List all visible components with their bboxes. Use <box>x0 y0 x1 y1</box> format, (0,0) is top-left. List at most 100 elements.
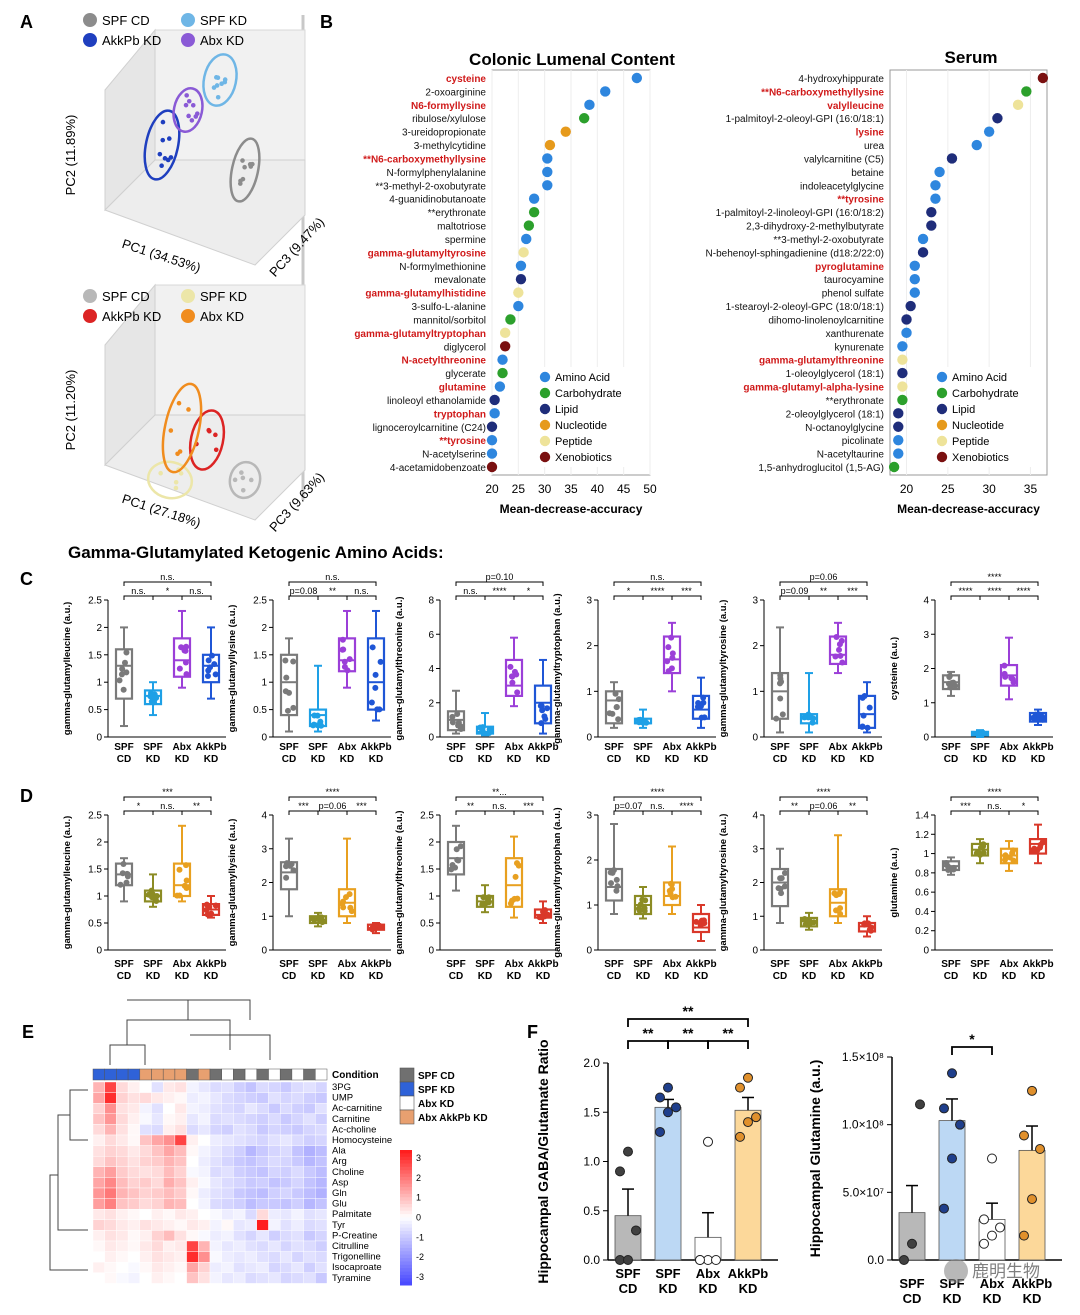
heatmap-cell <box>291 1134 304 1146</box>
box-point <box>701 920 708 927</box>
heatmap-cell <box>233 1230 246 1242</box>
y-tick-label: 3 <box>752 844 758 855</box>
heatmap-cell <box>303 1134 316 1146</box>
pca-axis-y: PC2 (11.89%) <box>63 115 78 196</box>
heatmap-row-label: Ac-carnitine <box>332 1103 382 1114</box>
x-category-label-line2: KD <box>478 971 492 982</box>
bar-point <box>711 1255 721 1265</box>
significance-label: **** <box>816 787 831 797</box>
significance-bracket <box>123 595 154 600</box>
box-body <box>504 857 524 908</box>
significance-bracket <box>1008 595 1039 600</box>
heatmap-cell <box>92 1208 105 1220</box>
box-point <box>866 926 873 933</box>
box-point <box>317 718 324 725</box>
dotplot-row-label: 2-oleoylglycerol (18:1) <box>786 409 884 420</box>
dotplot-row-label: glutamine <box>439 383 487 394</box>
significance-label: n.s. <box>160 572 175 582</box>
pca-plot-2: PC2 (11.20%)PC1 (27.18%) PC3 (9.63%)SPF C… <box>63 283 327 535</box>
heatmap-condition-cell <box>244 1068 258 1081</box>
dotplot-xtick: 40 <box>591 482 605 496</box>
box-point <box>950 866 957 873</box>
pca-cluster-ellipse <box>228 460 262 500</box>
bar-point <box>947 1153 957 1164</box>
heatmap-cell <box>104 1102 117 1114</box>
y-axis-label: cysteine (a.u.) <box>889 637 900 700</box>
colorbar-segment <box>400 1251 412 1256</box>
box-point <box>866 704 873 711</box>
dotplot-point <box>897 341 908 352</box>
dotplot-point <box>934 166 945 178</box>
dotplot-point <box>499 341 511 352</box>
heatmap-cell <box>268 1230 281 1242</box>
legend-label: SPF KD <box>200 289 247 304</box>
colorbar-segment <box>400 1170 412 1175</box>
heatmap-cell <box>162 1113 176 1125</box>
heatmap-cell <box>174 1113 187 1125</box>
x-category-label-line2: KD <box>636 754 650 765</box>
colorbar-segment <box>400 1197 412 1202</box>
heatmap-cell <box>174 1145 187 1157</box>
y-tick-label: 0 <box>923 946 929 957</box>
pca-point <box>248 477 254 483</box>
dotplot-point <box>930 193 941 204</box>
dotplot-point <box>515 260 527 271</box>
dotplot-xtick: 20 <box>900 482 914 496</box>
heatmap-cell <box>233 1081 246 1093</box>
y-tick-label: 0 <box>261 946 267 957</box>
heatmap-cell <box>233 1092 246 1104</box>
significance-bracket <box>288 595 319 600</box>
heatmap-cell <box>221 1240 234 1252</box>
box-point <box>341 663 348 670</box>
y-tick-label: 0 <box>428 946 434 957</box>
significance-bracket <box>181 810 212 815</box>
heatmap-cell <box>268 1102 281 1114</box>
heatmap-cell <box>139 1155 152 1167</box>
pca-point <box>173 485 179 491</box>
heatmap-cell <box>233 1113 246 1125</box>
colorbar-segment <box>400 1210 412 1215</box>
significance-bracket <box>513 595 544 600</box>
heatmap-cell <box>303 1155 316 1167</box>
box-point <box>208 652 215 659</box>
heatmap-row-label: Glu <box>332 1199 347 1210</box>
dotplot-point <box>1037 72 1049 84</box>
heatmap-cell <box>291 1102 304 1114</box>
significance-label: ** <box>683 1003 694 1019</box>
box-point <box>318 914 325 921</box>
bar-point <box>631 1225 641 1236</box>
heatmap-cell <box>162 1092 176 1104</box>
significance-label: p=0.06 <box>810 572 838 582</box>
heatmap-cell <box>256 1124 269 1136</box>
box-point <box>606 710 613 717</box>
y-tick-label: 0 <box>261 733 267 744</box>
heatmap-cell <box>221 1124 234 1136</box>
heatmap-cell <box>209 1198 222 1210</box>
heatmap-cell <box>174 1177 187 1189</box>
legend-swatch <box>181 309 195 323</box>
y-tick-label: 0.0 <box>583 1253 600 1267</box>
heatmap-cell <box>92 1155 105 1167</box>
significance-bracket <box>455 796 544 801</box>
heatmap-cell <box>315 1081 328 1093</box>
panel-label-c: C <box>20 569 33 589</box>
heatmap-condition-cell <box>209 1068 222 1081</box>
box-point <box>376 706 383 713</box>
heatmap-cell <box>198 1145 211 1157</box>
box-point <box>945 865 952 872</box>
pca-point <box>186 407 191 412</box>
dotplot-legend-swatch <box>539 419 551 431</box>
heatmap-row-label: 3PG <box>332 1082 351 1093</box>
significance-bracket <box>123 581 212 586</box>
heatmap-cell <box>303 1272 316 1284</box>
legend-swatch <box>181 13 195 27</box>
heatmap-cell <box>127 1177 141 1189</box>
heatmap-cell <box>127 1240 141 1252</box>
x-category-label: AkkPb <box>851 742 882 753</box>
x-category-label: SPF <box>114 959 133 970</box>
heatmap-cell <box>116 1092 129 1104</box>
heatmap-cell <box>233 1155 246 1167</box>
heatmap-cell <box>268 1240 281 1252</box>
dotplot-row-label: N6-formyllysine <box>411 101 486 112</box>
heatmap-cell <box>139 1240 152 1252</box>
